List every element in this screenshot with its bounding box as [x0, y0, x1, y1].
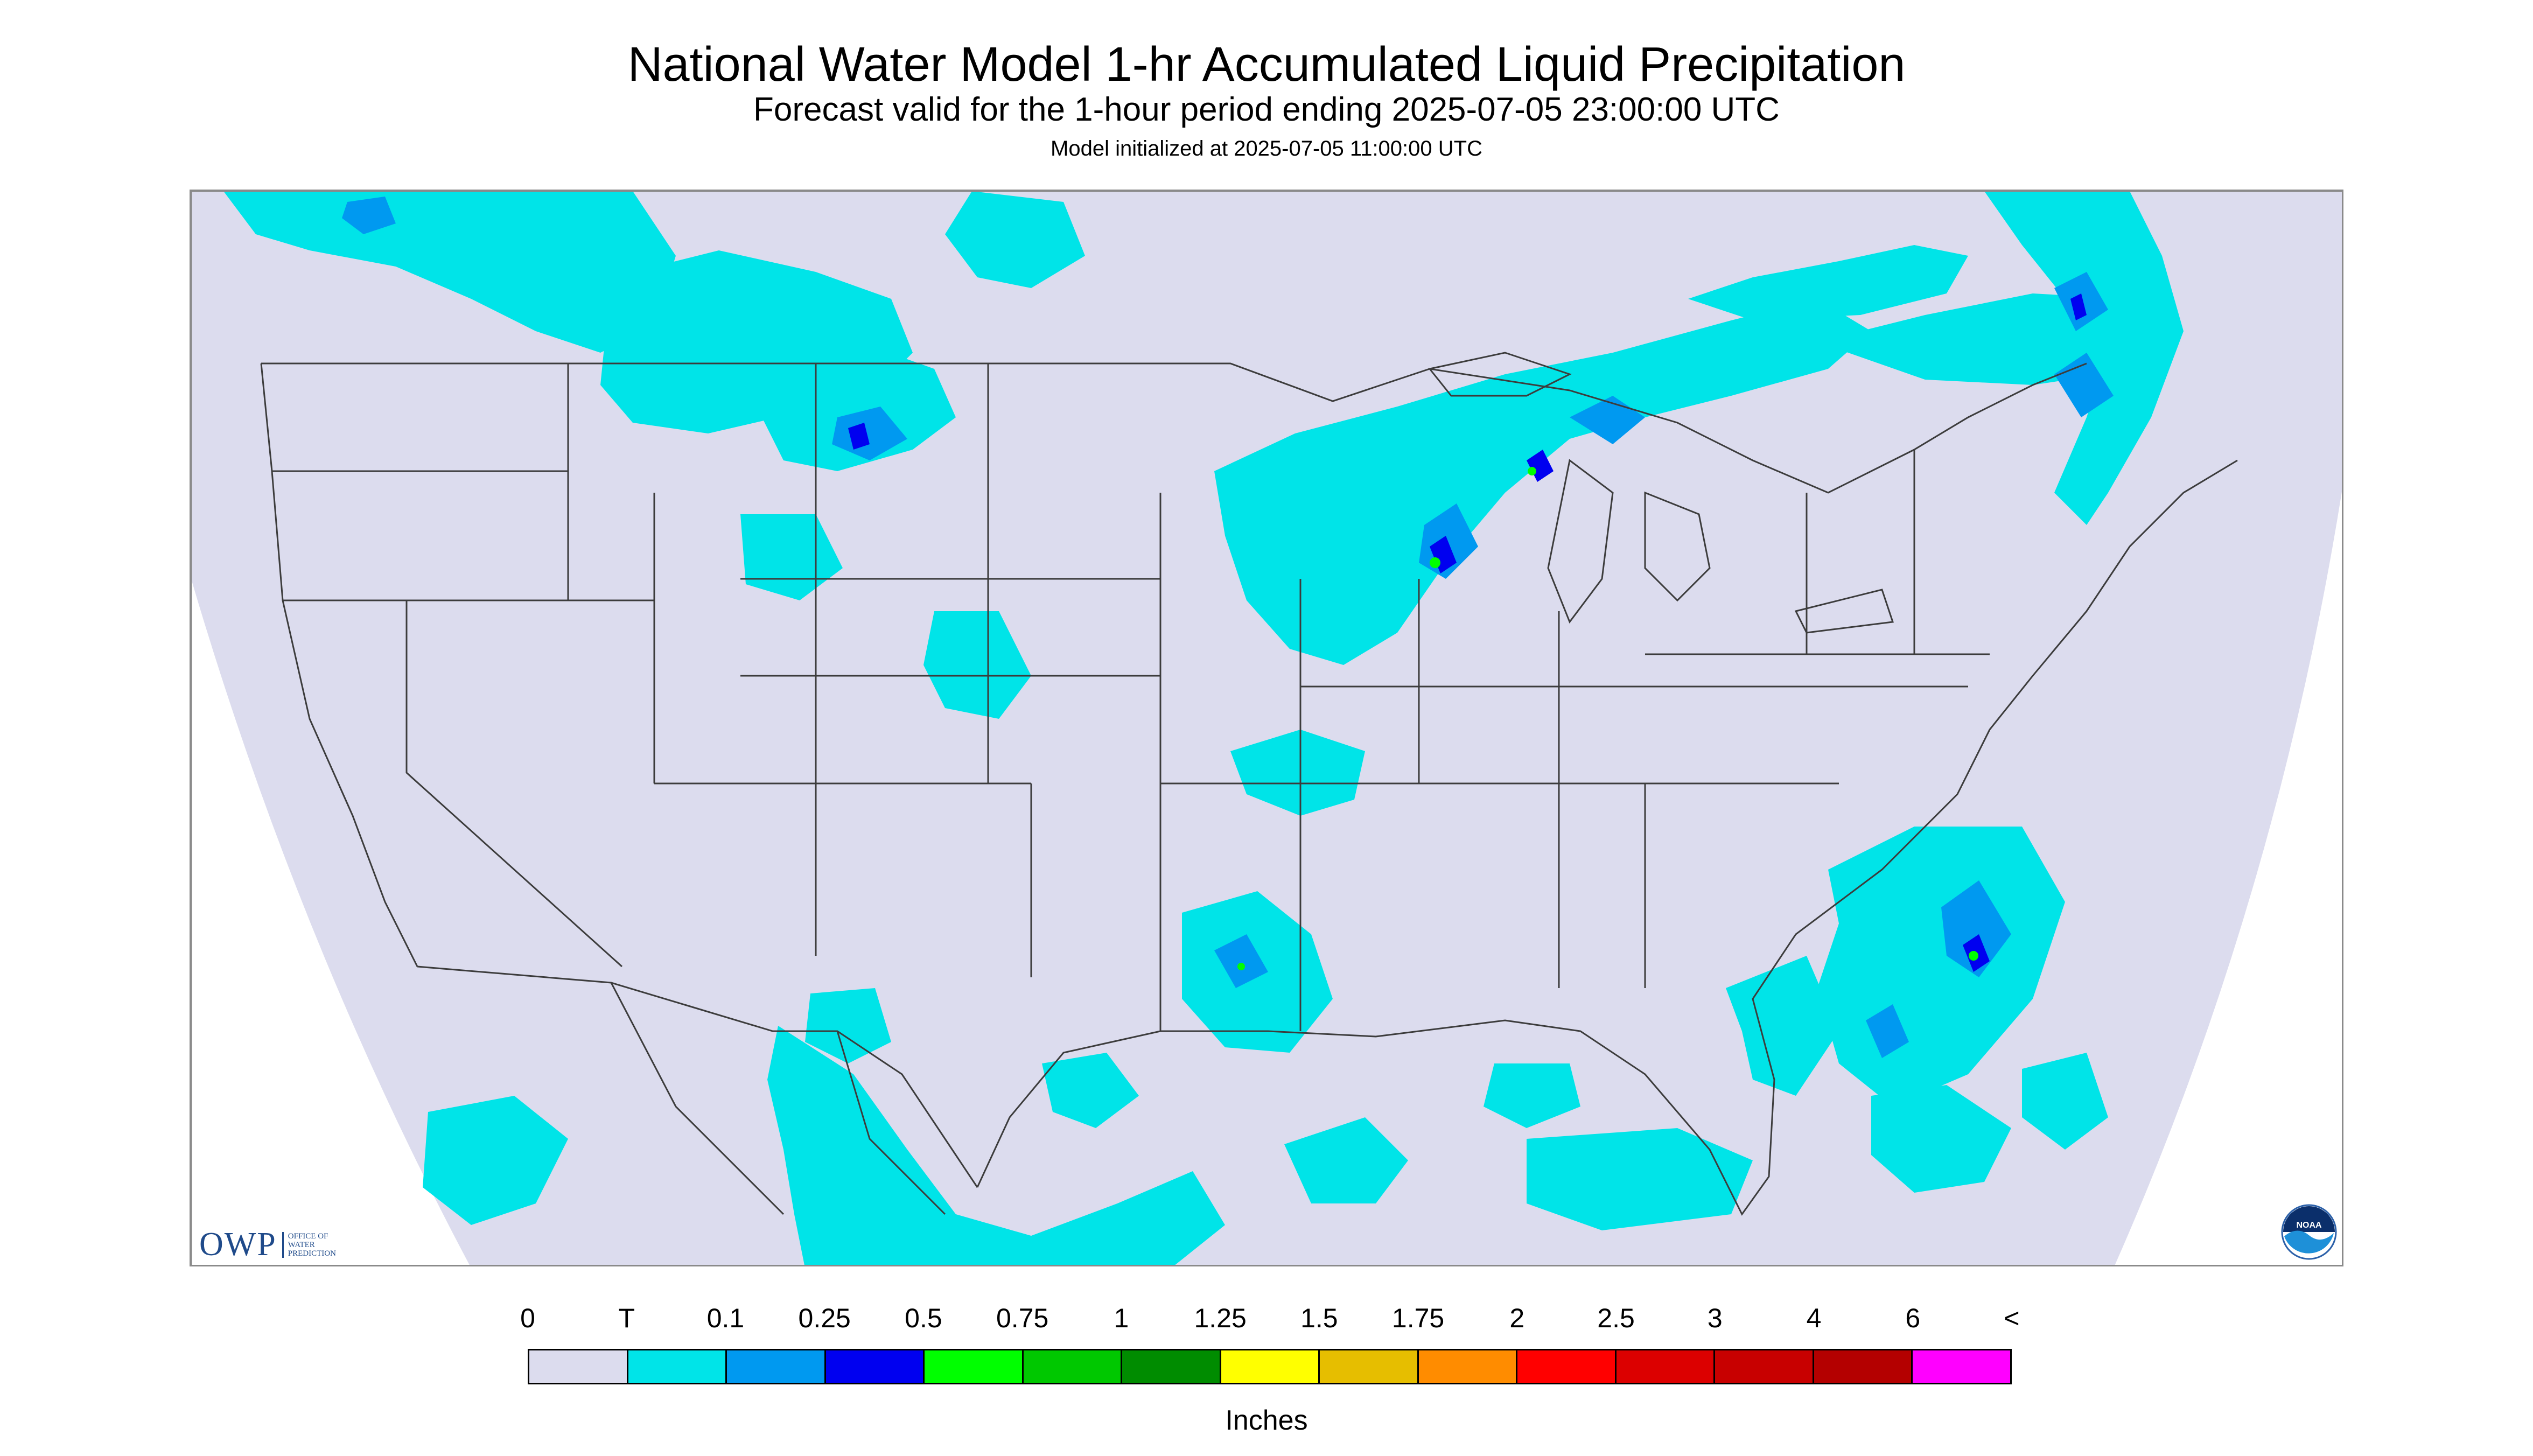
- model-init-text: Model initialized at 2025-07-05 11:00:00…: [1051, 137, 1482, 160]
- legend-label: 4: [1806, 1303, 1822, 1333]
- legend-swatch: [1023, 1350, 1123, 1383]
- legend-labels: 0 T 0.1 0.25 0.5 0.75 1 1.25 1.5 1.75 2 2.5 3 4 6 <: [0, 1302, 2533, 1334]
- legend-swatch: [925, 1350, 1024, 1383]
- noaa-logo-icon: NOAA: [2281, 1204, 2337, 1260]
- map-canvas: [191, 191, 2342, 1265]
- legend-label: 2: [1509, 1303, 1525, 1333]
- legend-label: 0.1: [706, 1303, 745, 1333]
- legend-swatch: [1418, 1350, 1518, 1383]
- owp-logo-subtext: Office of Water Prediction: [282, 1231, 336, 1258]
- legend-label: 1.5: [1300, 1303, 1338, 1333]
- legend-label: 1.75: [1391, 1303, 1445, 1333]
- noaa-text: NOAA: [2296, 1221, 2322, 1230]
- legend-swatch: [1221, 1350, 1320, 1383]
- legend-label: 2.5: [1597, 1303, 1635, 1333]
- precipitation-map: [190, 190, 2343, 1266]
- owp-line-3: Prediction: [288, 1249, 336, 1258]
- legend-units: Inches: [1225, 1405, 1308, 1436]
- legend-swatch: [628, 1350, 727, 1383]
- legend-label: 0: [520, 1303, 535, 1333]
- legend-label: 1: [1114, 1303, 1129, 1333]
- map-title: National Water Model 1-hr Accumulated Li…: [627, 38, 1906, 92]
- legend-swatch: [727, 1350, 826, 1383]
- precip-0-5-areas: [1237, 467, 1978, 970]
- owp-line-1: Office of: [288, 1231, 328, 1241]
- legend-label: 6: [1905, 1303, 1921, 1333]
- legend-label: 1.25: [1194, 1303, 1247, 1333]
- legend-swatch: [1913, 1350, 2010, 1383]
- precip-0-1-areas: [342, 197, 2114, 1058]
- legend-label: <: [2004, 1303, 2020, 1333]
- owp-line-2: Water: [288, 1240, 315, 1249]
- legend-label: 0.5: [905, 1303, 942, 1333]
- legend-label: 0.25: [798, 1303, 851, 1333]
- legend-swatch: [1814, 1350, 1913, 1383]
- owp-logo-text: OWP: [199, 1226, 277, 1263]
- legend-swatch: [1517, 1350, 1617, 1383]
- legend-label: 0.75: [996, 1303, 1049, 1333]
- legend-swatch: [1715, 1350, 1814, 1383]
- legend-swatch: [825, 1350, 925, 1383]
- legend-swatch: [1320, 1350, 1419, 1383]
- legend-label: T: [618, 1303, 635, 1333]
- owp-logo: OWP Office of Water Prediction: [199, 1226, 336, 1264]
- map-subtitle: Forecast valid for the 1-hour period end…: [753, 91, 1780, 128]
- legend-label: 3: [1707, 1303, 1723, 1333]
- legend-swatch: [529, 1350, 628, 1383]
- legend-swatch: [1122, 1350, 1221, 1383]
- boundary-lines: [260, 352, 2238, 1216]
- legend-swatch: [1616, 1350, 1716, 1383]
- legend-color-bar: [528, 1349, 2012, 1384]
